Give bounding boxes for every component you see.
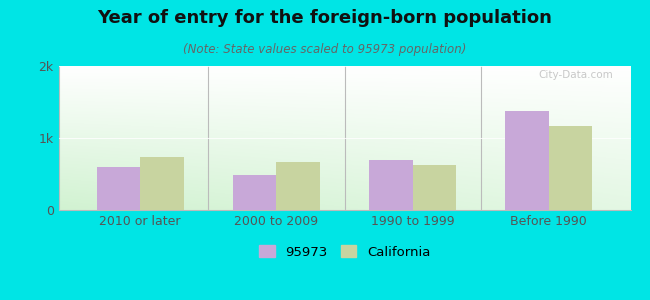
Bar [140, 157, 184, 210]
Bar [413, 165, 456, 210]
Legend: 95973, California: 95973, California [254, 240, 436, 264]
Text: Year of entry for the foreign-born population: Year of entry for the foreign-born popul… [98, 9, 552, 27]
Text: (Note: State values scaled to 95973 population): (Note: State values scaled to 95973 popu… [183, 44, 467, 56]
Bar [97, 167, 140, 210]
Text: City-Data.com: City-Data.com [539, 70, 614, 80]
Bar [549, 127, 592, 210]
Bar [276, 163, 320, 210]
Bar [505, 111, 549, 210]
Bar [369, 160, 413, 210]
Bar [233, 176, 276, 210]
